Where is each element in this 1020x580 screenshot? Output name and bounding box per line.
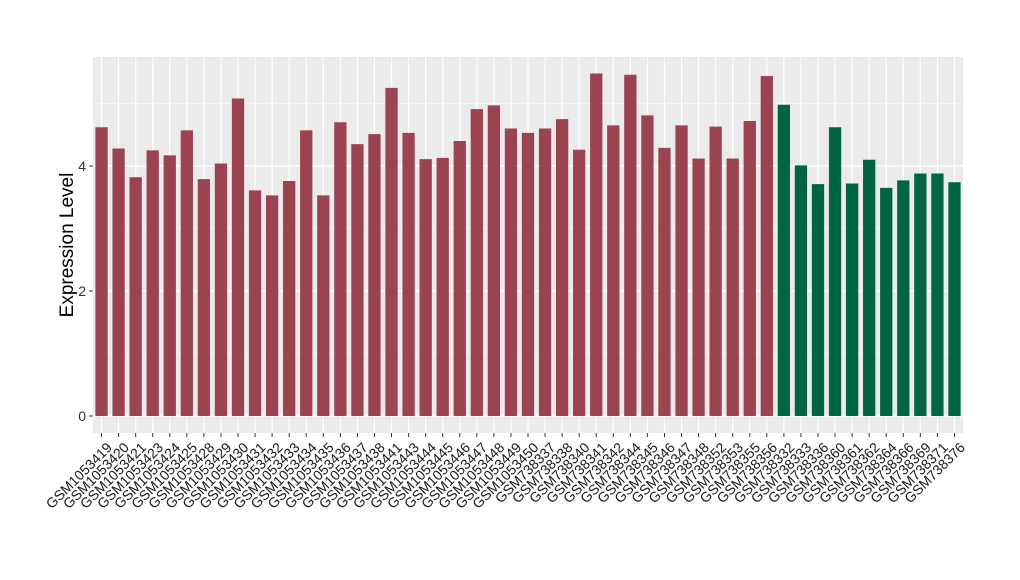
bar-gsm1053449: [504, 128, 518, 416]
bar-gsm738369: [914, 173, 927, 416]
bar-gsm738337: [538, 128, 552, 416]
bar-gsm1053428: [197, 179, 211, 416]
bar-gsm738336: [811, 184, 825, 416]
bar-gsm738360: [828, 127, 842, 416]
bar-gsm738345: [641, 115, 654, 416]
bar-gsm738353: [726, 158, 739, 416]
bar-gsm738355: [743, 121, 756, 416]
bar-gsm738333: [794, 165, 808, 416]
bar-gsm1053448: [487, 105, 501, 416]
bar-gsm1053419: [95, 127, 108, 416]
y-tick-label: 4: [78, 158, 86, 174]
bar-gsm1053445: [436, 157, 449, 416]
bar-gsm1053447: [470, 109, 483, 416]
bar-gsm738348: [692, 158, 705, 416]
bar-gsm1053441: [385, 87, 398, 416]
bar-gsm1053433: [283, 181, 296, 416]
bar-gsm738338: [555, 119, 569, 416]
bar-gsm1053432: [265, 195, 279, 416]
bar-gsm1053438: [368, 134, 381, 416]
bar-gsm738356: [760, 76, 773, 416]
bar-gsm1053437: [351, 144, 364, 416]
bar-gsm1053423: [146, 150, 159, 416]
bar-gsm738362: [863, 159, 876, 416]
bar-gsm1053420: [112, 148, 125, 416]
bar-gsm738376: [948, 182, 961, 416]
bar-gsm738364: [880, 187, 893, 416]
bar-gsm1053443: [402, 132, 415, 416]
bar-gsm1053444: [419, 159, 432, 416]
bar-gsm738361: [845, 183, 859, 416]
bar-gsm738366: [897, 180, 910, 416]
y-tick-label: 0: [78, 408, 86, 424]
x-axis: GSM1053419GSM1053420GSM1053421GSM1053423…: [43, 433, 968, 512]
bar-gsm738347: [675, 125, 688, 416]
bar-gsm738341: [590, 73, 603, 416]
bar-gsm1053430: [231, 98, 245, 416]
bar-gsm1053434: [300, 130, 313, 416]
y-axis-title: Expression Level: [57, 173, 78, 318]
bar-gsm1053446: [453, 141, 466, 416]
bars: [95, 73, 961, 416]
bar-gsm1053431: [248, 190, 262, 416]
bar-gsm738371: [931, 173, 944, 416]
bar-gsm1053424: [163, 155, 176, 416]
bar-gsm738332: [777, 104, 791, 416]
bar-gsm738352: [709, 126, 722, 416]
bar-gsm738344: [624, 74, 637, 416]
bar-gsm1053421: [129, 177, 142, 416]
bar-gsm1053425: [180, 130, 193, 416]
bar-gsm738342: [607, 125, 620, 416]
y-tick-label: 2: [78, 283, 86, 299]
bar-gsm1053435: [317, 195, 330, 416]
bar-gsm738346: [658, 147, 671, 416]
y-axis: 0 2 4: [78, 158, 93, 424]
bar-gsm1053436: [334, 122, 347, 416]
bar-gsm1053429: [214, 163, 228, 416]
bar-gsm1053450: [521, 132, 535, 416]
bar-gsm738340: [573, 149, 586, 416]
